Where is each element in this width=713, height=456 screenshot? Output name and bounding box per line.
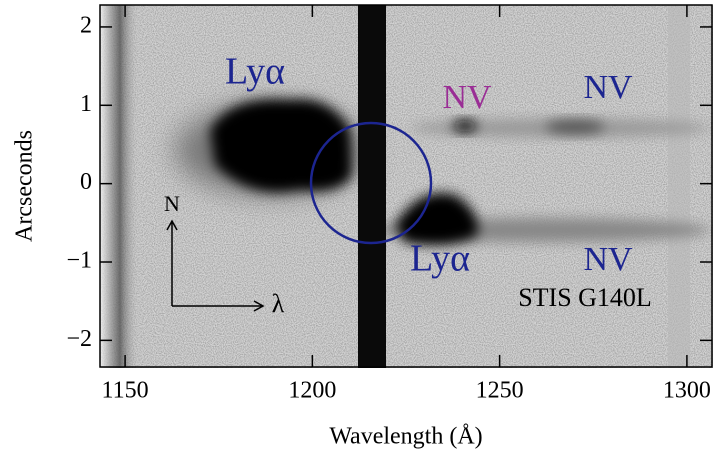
annotation: λ — [272, 289, 285, 318]
y-axis-label: Arcseconds — [12, 130, 38, 242]
y-tick-label: 2 — [80, 12, 92, 38]
annotation: STIS G140L — [518, 283, 652, 312]
annotation: NV — [442, 79, 492, 116]
plot-frame — [99, 4, 713, 368]
annotation: NV — [583, 241, 633, 278]
y-tick-label: 1 — [80, 91, 92, 117]
x-tick-label: 1150 — [102, 378, 149, 404]
y-tick-label: −2 — [66, 326, 92, 352]
x-tick-label: 1200 — [288, 378, 336, 404]
x-tick-label: 1300 — [663, 378, 711, 404]
annotation: Lyα — [225, 51, 285, 93]
y-tick-label: −1 — [66, 248, 92, 274]
annotation: NV — [583, 69, 633, 106]
annotation: Lyα — [410, 238, 470, 280]
x-tick-label: 1250 — [476, 378, 524, 404]
spectrum-image — [100, 5, 713, 368]
annotation: N — [164, 191, 180, 216]
x-axis-label: Wavelength (Å) — [329, 424, 482, 450]
y-tick-label: 0 — [80, 169, 92, 195]
